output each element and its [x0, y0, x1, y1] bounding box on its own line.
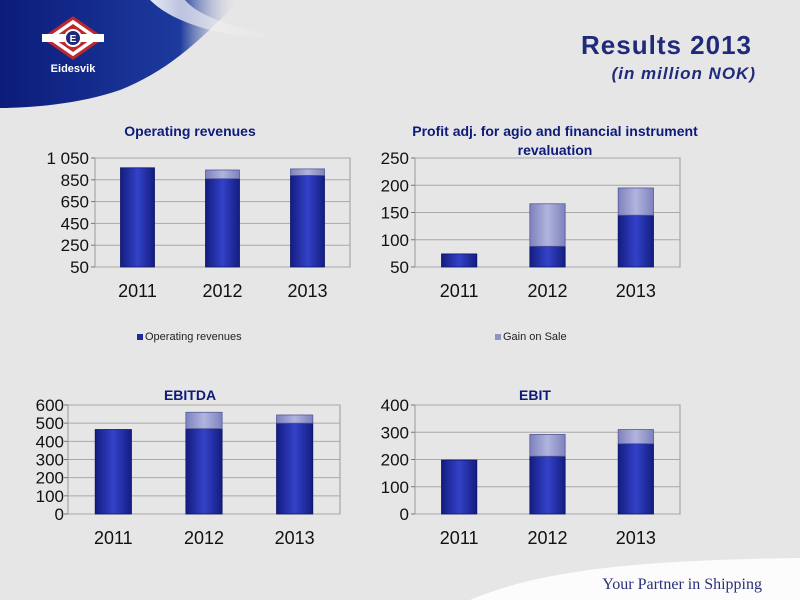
y-tick-label: 400	[36, 432, 64, 451]
y-tick-label: 200	[381, 451, 409, 470]
legend-swatch-operating	[137, 334, 143, 340]
x-category-label: 2012	[527, 281, 567, 301]
y-tick-label: 300	[36, 451, 64, 470]
y-tick-label: 0	[55, 505, 64, 524]
chart-0: 1 050 850 650 450 250 50 2011 2012 2013	[46, 149, 351, 301]
bar-gain-2012	[529, 203, 566, 247]
bar-base-2012	[205, 178, 240, 268]
y-tick-label: 500	[36, 414, 64, 433]
y-tick-label: 200	[381, 176, 409, 195]
y-tick-label: 100	[381, 231, 409, 250]
chart-title-ebitda: EBITDA	[163, 387, 217, 403]
legend-operating-revenues: Operating revenues	[137, 331, 242, 343]
y-tick-label: 600	[36, 396, 64, 415]
x-category-label: 2012	[184, 528, 224, 548]
chart-1: 250 200 150 100 50 2011 2012 2013	[381, 149, 681, 301]
legend-swatch-gain	[495, 334, 501, 340]
bar-base-2012	[529, 455, 566, 515]
bar-base-2012	[185, 428, 223, 515]
bar-gain-2012	[185, 411, 223, 430]
bar-gain-2013	[276, 414, 314, 424]
bar-base-2011	[441, 253, 478, 268]
legend-label-gain: Gain on Sale	[503, 331, 567, 343]
x-category-label: 2012	[527, 528, 567, 548]
bar-base-2013	[290, 175, 325, 268]
bar-gain-2012	[529, 434, 566, 457]
y-tick-label: 100	[36, 487, 64, 506]
chart-title-ebit: EBIT	[519, 387, 551, 403]
x-category-label: 2011	[118, 281, 157, 301]
chart-3: 400 300 200 100 0 2011 2012 2013	[381, 396, 681, 548]
logo-letter: E	[70, 34, 77, 45]
bar-base-2011	[120, 167, 155, 268]
y-tick-label: 0	[400, 505, 409, 524]
legend-gain-on-sale: Gain on Sale	[495, 331, 567, 343]
bar-gain-2013	[617, 429, 654, 445]
bar-base-2013	[617, 443, 654, 515]
logo-text: Eidesvik	[51, 63, 97, 75]
y-tick-label: 1 050	[46, 149, 89, 168]
y-tick-label: 300	[381, 423, 409, 442]
tagline: Your Partner in Shipping	[602, 576, 762, 593]
y-tick-label: 50	[70, 258, 89, 277]
y-tick-label: 200	[36, 469, 64, 488]
y-tick-label: 450	[61, 214, 89, 233]
y-tick-label: 400	[381, 396, 409, 415]
y-tick-label: 850	[61, 171, 89, 190]
bar-base-2013	[276, 422, 314, 515]
x-category-label: 2013	[287, 281, 327, 301]
x-category-label: 2011	[94, 528, 133, 548]
chart-title-profit: Profit adj. for agio and financial instr…	[412, 123, 698, 158]
eidesvik-logo: E Eidesvik	[41, 16, 105, 75]
y-tick-label: 650	[61, 193, 89, 212]
y-tick-label: 150	[381, 204, 409, 223]
bar-base-2012	[529, 245, 566, 268]
slide-title: Results 2013	[581, 30, 752, 60]
x-category-label: 2012	[202, 281, 242, 301]
slide-subtitle: (in million NOK)	[611, 64, 756, 83]
y-tick-label: 100	[381, 478, 409, 497]
x-category-label: 2011	[440, 528, 479, 548]
x-category-label: 2013	[616, 281, 656, 301]
chart-title-operating-revenues: Operating revenues	[124, 123, 256, 139]
y-tick-label: 250	[381, 149, 409, 168]
legend-label-operating: Operating revenues	[145, 331, 242, 343]
y-tick-label: 50	[390, 258, 409, 277]
x-category-label: 2011	[440, 281, 479, 301]
bar-base-2013	[617, 214, 654, 268]
bar-gain-2013	[290, 168, 325, 176]
bar-base-2011	[441, 459, 478, 515]
y-tick-label: 250	[61, 236, 89, 255]
bar-gain-2013	[617, 187, 654, 216]
bar-base-2011	[94, 429, 132, 515]
x-category-label: 2013	[616, 528, 656, 548]
bar-gain-2012	[205, 169, 240, 180]
x-category-label: 2013	[275, 528, 315, 548]
